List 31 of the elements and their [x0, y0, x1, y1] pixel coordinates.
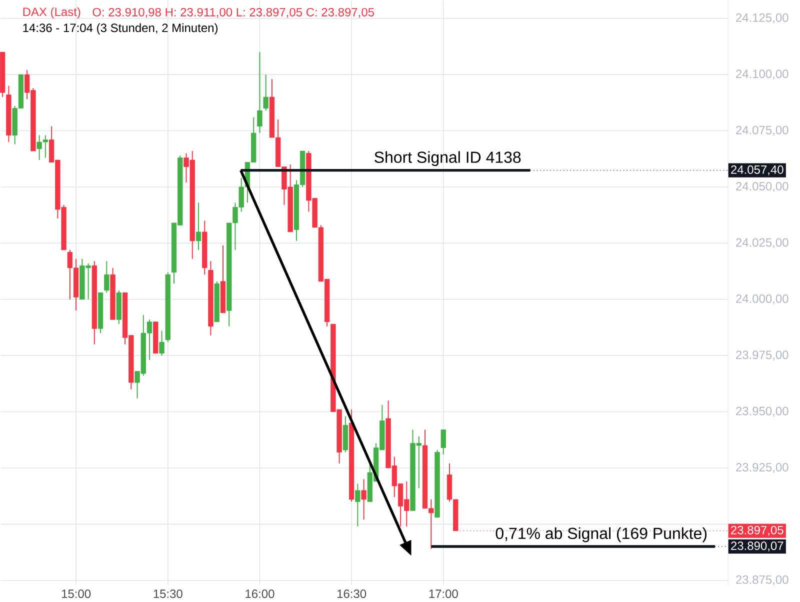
y-tick-label: 24.050,00	[736, 182, 788, 192]
annotation: Short Signal ID 4138	[374, 150, 521, 166]
candlestick	[361, 478, 366, 520]
annotation: 0,71% ab Signal (169 Punkte)	[496, 527, 707, 542]
candlestick	[196, 202, 202, 250]
ref-line-label: 23.897,05	[731, 526, 784, 536]
y-tick-label: 24.075,00	[736, 126, 788, 136]
y-tick-label: 23.875,00	[736, 575, 788, 586]
text: DAX (Last)	[23, 7, 80, 18]
y-tick-label: 24.000,00	[736, 294, 788, 304]
y-tick-label: 24.025,00	[736, 238, 788, 248]
candlestick	[104, 260, 110, 293]
candlestick	[440, 429, 446, 455]
x-tick-label: 17:00	[429, 589, 458, 598]
y-tick-label: 23.975,00	[736, 350, 788, 360]
x-tick-label: 16:30	[337, 589, 366, 598]
x-tick-label: 15:30	[154, 589, 182, 598]
annotation: 14:36 - 17:04 (3 Stunden, 2 Minuten)	[23, 23, 218, 34]
y-tick-label: 23.925,00	[736, 462, 788, 473]
y-tick-label: 24.125,00	[736, 13, 788, 24]
ref-line-label: 24.057,40	[731, 165, 784, 176]
candlestick	[355, 482, 360, 527]
y-tick-label: 24.100,00	[736, 69, 788, 80]
candlestick	[263, 74, 268, 111]
candlestick	[159, 330, 164, 356]
x-tick-label: 16:00	[246, 589, 274, 598]
candlestick	[257, 51, 262, 134]
text: O: 23.910,98 H: 23.911,00 L: 23.897,05 C: 23.897,05	[92, 8, 374, 18]
x-tick-label: 15:00	[62, 589, 91, 598]
y-tick-label: 23.950,00	[736, 406, 788, 416]
ref-line-label: 23.890,07	[731, 541, 784, 552]
